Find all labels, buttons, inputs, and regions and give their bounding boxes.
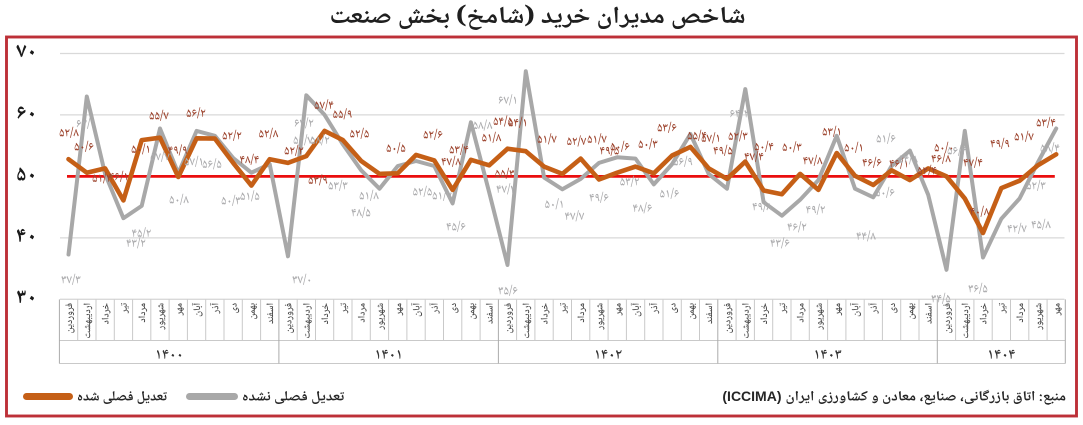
svg-text:(ICCIMA): (ICCIMA)	[722, 388, 781, 404]
